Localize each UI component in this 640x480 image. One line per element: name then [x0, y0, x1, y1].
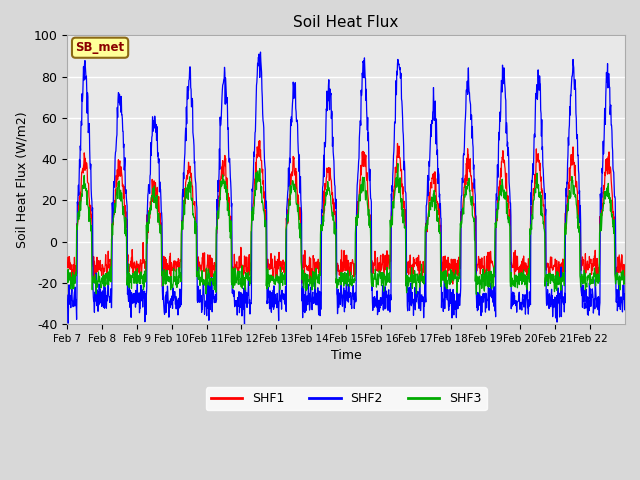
- X-axis label: Time: Time: [331, 349, 362, 362]
- Text: SB_met: SB_met: [76, 41, 125, 54]
- Legend: SHF1, SHF2, SHF3: SHF1, SHF2, SHF3: [205, 387, 486, 410]
- Y-axis label: Soil Heat Flux (W/m2): Soil Heat Flux (W/m2): [15, 111, 28, 248]
- Title: Soil Heat Flux: Soil Heat Flux: [293, 15, 399, 30]
